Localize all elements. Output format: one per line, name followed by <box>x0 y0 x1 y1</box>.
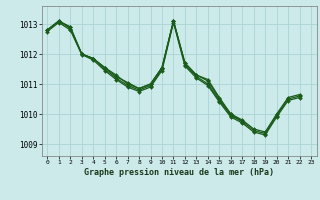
X-axis label: Graphe pression niveau de la mer (hPa): Graphe pression niveau de la mer (hPa) <box>84 168 274 177</box>
